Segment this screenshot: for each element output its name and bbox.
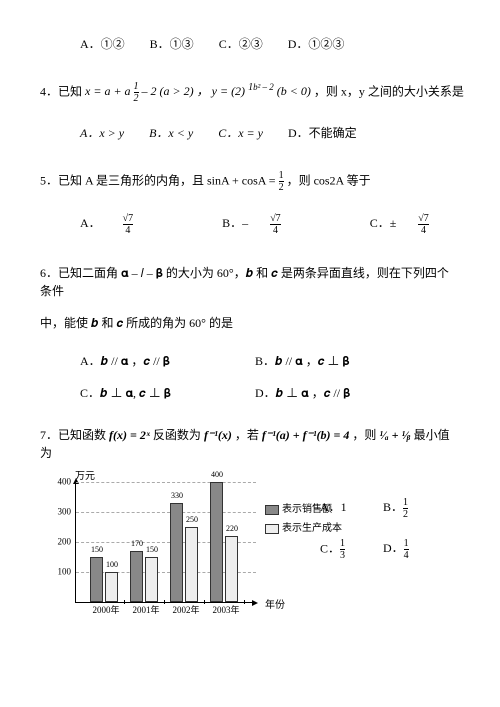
- legend-sales-swatch-icon: [265, 505, 279, 515]
- q4-text: 4．已知 x = a + a 12 – 2 (a > 2) ， y = (2) …: [40, 81, 460, 104]
- q4-expr2: y = (2) 1 b² – 2 (b < 0): [212, 84, 314, 98]
- q7-text: 7．已知函数 f(x) = 2ˣ 反函数为 f⁻¹(x) ，若 f⁻¹(a) +…: [40, 426, 460, 462]
- q7-chart-and-options: A．1 B．12 C．13 D．14 万元 100200300400150100…: [40, 472, 460, 632]
- q5-text: 5．已知 A 是三角形的内角，且 sinA + cosA = 12 ，则 cos…: [40, 170, 460, 193]
- y-tick-label: 300: [58, 505, 72, 519]
- q4-text-b: ，则 x，y 之间的大小关系是: [314, 84, 464, 98]
- q6-options-row1: A．𝒃 // 𝛂 ，𝒄 // 𝛃 B．𝒃 // 𝛂 ，𝒄 ⊥ 𝛃: [80, 352, 460, 370]
- q5-text-a: 5．已知 A 是三角形的内角，且 sinA + cosA =: [40, 173, 279, 187]
- q5-options: A．√74 B．– √74 C．± √74 D．– 14: [80, 213, 460, 236]
- q3-opt-a: A．①②: [80, 35, 125, 53]
- x-axis-arrow-icon: [252, 600, 258, 606]
- q4-text-a: 4．已知: [40, 84, 85, 98]
- q6-text2: 中，能使 𝒃 和 𝒄 所成的角为 60° 的是: [40, 314, 460, 332]
- q6-opt-c: C．𝒃 ⊥ 𝛂, 𝒄 ⊥ 𝛃: [80, 384, 230, 402]
- gridline: [76, 512, 256, 513]
- bar-cost-label: 150: [144, 544, 160, 556]
- q7-opt-d: D．14: [383, 541, 409, 555]
- x-category-label: 2003年: [208, 604, 244, 618]
- x-tick-mark: [124, 600, 125, 604]
- bar-sales-label: 170: [129, 538, 145, 550]
- q4-options: A．x > y B．x < y C．x = y D．不能确定: [80, 124, 460, 142]
- q3-opt-c: C．②③: [219, 35, 263, 53]
- x-tick-mark: [244, 600, 245, 604]
- x-category-label: 2000年: [88, 604, 124, 618]
- q6-opt-d: D．𝒃 ⊥ 𝛂 ，𝒄 // 𝛃: [255, 384, 350, 402]
- q3-options: A．①② B．①③ C．②③ D．①②③: [80, 35, 460, 53]
- bar-cost-label: 100: [104, 559, 120, 571]
- bar-sales-label: 330: [169, 490, 185, 502]
- bar-cost: [145, 557, 158, 602]
- bar-cost: [225, 536, 238, 602]
- q4-expr1: x = a + a 12 – 2 (a > 2) ，: [85, 84, 212, 98]
- legend-cost: 表示生产成本: [265, 521, 342, 536]
- q3-opt-b: B．①③: [150, 35, 194, 53]
- q4-opt-d: D．不能确定: [288, 124, 357, 142]
- x-tick-mark: [204, 600, 205, 604]
- chart-area: 1002003004001501002000年1701502001年330250…: [75, 482, 256, 603]
- bar-cost-label: 220: [224, 523, 240, 535]
- gridline: [76, 482, 256, 483]
- legend-sales: 表示销售额: [265, 502, 342, 517]
- q5-opt-c: C．± √74: [370, 213, 473, 236]
- q4-opt-b: B．x < y: [149, 124, 193, 142]
- x-category-label: 2001年: [128, 604, 164, 618]
- bar-chart: 万元 1002003004001501002000年1701502001年330…: [40, 472, 300, 632]
- y-tick-label: 100: [58, 565, 72, 579]
- legend-cost-swatch-icon: [265, 524, 279, 534]
- chart-legend: 表示销售额 表示生产成本: [265, 502, 342, 540]
- bar-sales-label: 400: [209, 469, 225, 481]
- x-tick-mark: [164, 600, 165, 604]
- x-category-label: 2002年: [168, 604, 204, 618]
- q4-opt-a: A．x > y: [80, 124, 124, 142]
- q5-opt-a: A．√74: [80, 213, 177, 236]
- q4-opt-c: C．x = y: [218, 124, 263, 142]
- q6-opt-b: B．𝒃 // 𝛂 ，𝒄 ⊥ 𝛃: [255, 352, 350, 370]
- y-tick-label: 200: [58, 535, 72, 549]
- q7-opt-b: B．12: [383, 500, 408, 514]
- q6-opt-a: A．𝒃 // 𝛂 ，𝒄 // 𝛃: [80, 352, 230, 370]
- bar-cost: [185, 527, 198, 602]
- bar-sales-label: 150: [89, 544, 105, 556]
- q3-opt-d: D．①②③: [288, 35, 345, 53]
- q6-options-row2: C．𝒃 ⊥ 𝛂, 𝒄 ⊥ 𝛃 D．𝒃 ⊥ 𝛂 ，𝒄 // 𝛃: [80, 384, 460, 402]
- q5-opt-b: B．– √74: [222, 213, 325, 236]
- y-tick-label: 400: [58, 475, 72, 489]
- x-axis-label: 年份: [265, 598, 285, 613]
- bar-sales: [170, 503, 183, 602]
- bar-sales: [130, 551, 143, 602]
- q5-half: 12: [279, 170, 284, 193]
- bar-sales: [210, 482, 223, 602]
- q6-text: 6．已知二面角 𝛂 – 𝑙 – 𝛃 的大小为 60°，𝒃 和 𝒄 是两条异面直线…: [40, 264, 460, 300]
- bar-cost: [105, 572, 118, 602]
- q5-text-b: ，则 cos2A 等于: [287, 173, 371, 187]
- bar-cost-label: 250: [184, 514, 200, 526]
- bar-sales: [90, 557, 103, 602]
- q7-opt-c: C．13: [320, 538, 380, 561]
